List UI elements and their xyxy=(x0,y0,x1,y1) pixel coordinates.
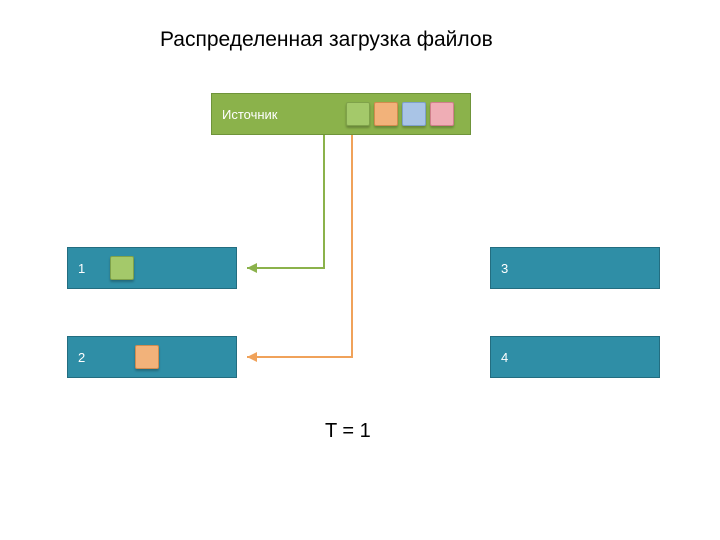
peer-node-label: 3 xyxy=(501,261,508,276)
connector-arrowhead xyxy=(247,352,257,362)
time-label: T = 1 xyxy=(325,420,371,443)
source-label: Источник xyxy=(222,107,278,122)
source-chip xyxy=(402,102,426,126)
peer-node-label: 4 xyxy=(501,350,508,365)
peer-node-label: 1 xyxy=(78,261,85,276)
peer-chip xyxy=(135,345,159,369)
peer-node-label: 2 xyxy=(78,350,85,365)
connector-line xyxy=(247,135,324,268)
source-chip xyxy=(430,102,454,126)
connector-line xyxy=(247,135,352,357)
peer-node-1: 1 xyxy=(67,247,237,289)
source-chip xyxy=(374,102,398,126)
peer-node-4: 4 xyxy=(490,336,660,378)
diagram-title: Распределенная загрузка файлов xyxy=(160,28,493,52)
diagram-stage: Распределенная загрузка файлов Источник … xyxy=(0,0,720,540)
peer-node-3: 3 xyxy=(490,247,660,289)
peer-chip xyxy=(110,256,134,280)
source-chips xyxy=(346,102,454,126)
source-chip xyxy=(346,102,370,126)
connector-arrowhead xyxy=(247,263,257,273)
